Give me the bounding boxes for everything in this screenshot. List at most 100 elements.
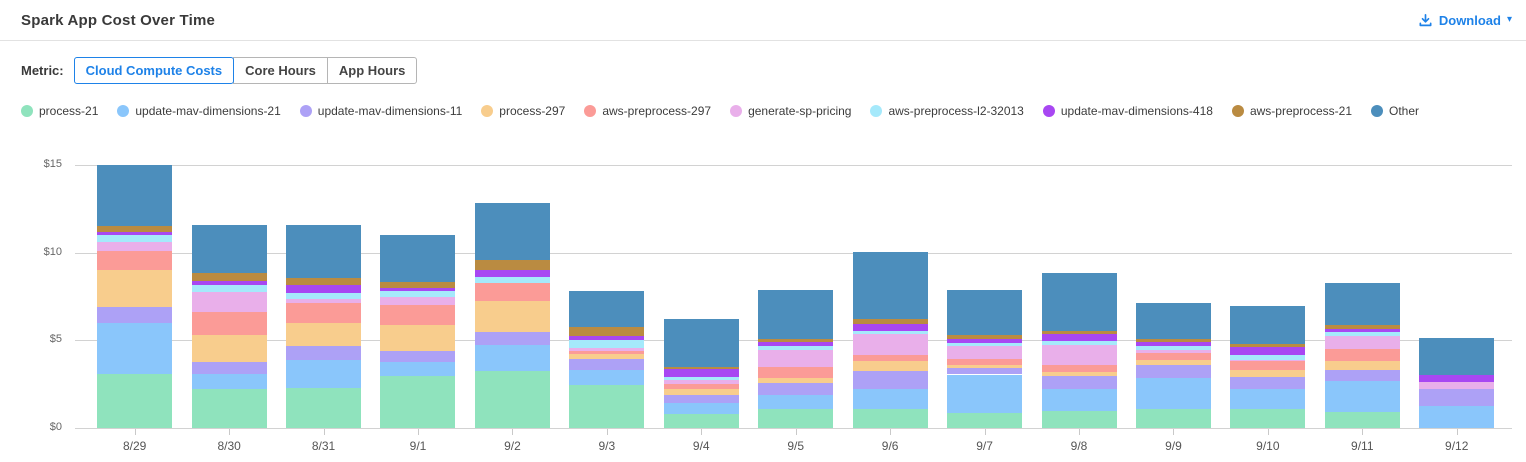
bar-segment-9-2-process-297[interactable] <box>474 300 550 333</box>
download-button[interactable]: Download ▾ <box>1418 13 1512 28</box>
bar-segment-9-9-process-21[interactable] <box>1135 408 1211 428</box>
bar-segment-9-1-update-mav-dimensions-418[interactable] <box>380 287 456 292</box>
legend-item-other[interactable]: Other <box>1371 104 1419 118</box>
bar-segment-9-8-other[interactable] <box>1041 272 1117 331</box>
bar-segment-9-6-process-21[interactable] <box>852 408 928 428</box>
bar-segment-8-30-update-mav-dimensions-11[interactable] <box>191 362 267 374</box>
bar-segment-9-8-update-mav-dimensions-21[interactable] <box>1041 389 1117 412</box>
bar-segment-9-4-other[interactable] <box>663 319 739 367</box>
bar-segment-9-10-process-297[interactable] <box>1230 370 1306 378</box>
bar-segment-9-5-aws-preprocess-l2-32013[interactable] <box>758 345 834 350</box>
bar-segment-9-11-update-mav-dimensions-11[interactable] <box>1324 370 1400 381</box>
bar-segment-9-7-generate-sp-pricing[interactable] <box>947 345 1023 359</box>
bar-segment-9-9-update-mav-dimensions-11[interactable] <box>1135 364 1211 378</box>
bar-segment-8-31-update-mav-dimensions-21[interactable] <box>286 359 362 388</box>
bar-segment-9-7-process-297[interactable] <box>947 364 1023 369</box>
bar-segment-9-4-update-mav-dimensions-11[interactable] <box>663 394 739 403</box>
bar-segment-9-5-other[interactable] <box>758 290 834 339</box>
legend-item-aws-preprocess-297[interactable]: aws-preprocess-297 <box>584 104 711 118</box>
bar-segment-9-5-aws-preprocess-297[interactable] <box>758 367 834 378</box>
bar-segment-8-31-other[interactable] <box>286 225 362 279</box>
bar-segment-9-8-aws-preprocess-297[interactable] <box>1041 364 1117 372</box>
bar-segment-9-10-generate-sp-pricing[interactable] <box>1230 359 1306 362</box>
bar-segment-9-9-other[interactable] <box>1135 303 1211 339</box>
bar-segment-8-31-aws-preprocess-297[interactable] <box>286 303 362 323</box>
bar-segment-9-3-update-mav-dimensions-418[interactable] <box>569 335 645 341</box>
bar-segment-9-9-aws-preprocess-297[interactable] <box>1135 353 1211 361</box>
bar-segment-9-9-generate-sp-pricing[interactable] <box>1135 349 1211 354</box>
bar-segment-8-30-aws-preprocess-l2-32013[interactable] <box>191 285 267 293</box>
bar-segment-9-4-aws-preprocess-l2-32013[interactable] <box>663 377 739 380</box>
bar-segment-9-3-aws-preprocess-297[interactable] <box>569 350 645 355</box>
bar-segment-9-8-aws-preprocess-l2-32013[interactable] <box>1041 341 1117 345</box>
metric-tab-cloud-compute-costs[interactable]: Cloud Compute Costs <box>73 57 235 84</box>
metric-tab-app-hours[interactable]: App Hours <box>326 57 418 84</box>
bar-segment-8-30-other[interactable] <box>191 225 267 273</box>
bar-segment-9-3-process-297[interactable] <box>569 354 645 359</box>
bar-segment-9-1-aws-preprocess-l2-32013[interactable] <box>380 291 456 298</box>
bar-segment-9-12-update-mav-dimensions-418[interactable] <box>1419 375 1495 383</box>
bar-segment-8-29-update-mav-dimensions-21[interactable] <box>97 322 173 374</box>
bar-segment-8-29-process-21[interactable] <box>97 373 173 428</box>
bar-segment-9-4-update-mav-dimensions-418[interactable] <box>663 369 739 378</box>
bar-segment-9-5-process-297[interactable] <box>758 378 834 384</box>
bar-segment-9-2-update-mav-dimensions-21[interactable] <box>474 344 550 371</box>
bar-segment-9-8-aws-preprocess-21[interactable] <box>1041 330 1117 335</box>
bar-segment-9-7-process-21[interactable] <box>947 413 1023 428</box>
bar-segment-9-2-process-21[interactable] <box>474 370 550 428</box>
bar-segment-9-10-aws-preprocess-l2-32013[interactable] <box>1230 355 1306 360</box>
bar-segment-9-3-other[interactable] <box>569 291 645 328</box>
bar-segment-9-6-process-297[interactable] <box>852 361 928 371</box>
bar-segment-9-11-update-mav-dimensions-418[interactable] <box>1324 328 1400 333</box>
bar-segment-9-9-update-mav-dimensions-418[interactable] <box>1135 342 1211 347</box>
bar-segment-9-4-process-297[interactable] <box>663 389 739 395</box>
bar-segment-9-11-process-21[interactable] <box>1324 412 1400 428</box>
bar-segment-9-4-process-21[interactable] <box>663 413 739 428</box>
bar-segment-9-11-process-297[interactable] <box>1324 361 1400 371</box>
bar-segment-8-29-aws-preprocess-297[interactable] <box>97 250 173 271</box>
bar-segment-9-3-generate-sp-pricing[interactable] <box>569 348 645 351</box>
bar-segment-9-5-generate-sp-pricing[interactable] <box>758 349 834 368</box>
legend-item-aws-preprocess-21[interactable]: aws-preprocess-21 <box>1231 104 1352 118</box>
bar-segment-9-7-aws-preprocess-21[interactable] <box>947 335 1023 340</box>
bar-segment-9-9-process-297[interactable] <box>1135 360 1211 365</box>
bar-segment-8-30-generate-sp-pricing[interactable] <box>191 292 267 313</box>
bar-segment-9-8-process-21[interactable] <box>1041 411 1117 428</box>
bar-segment-9-1-process-21[interactable] <box>380 376 456 428</box>
bar-segment-9-4-aws-preprocess-21[interactable] <box>663 366 739 370</box>
bar-segment-9-10-update-mav-dimensions-11[interactable] <box>1230 377 1306 389</box>
bar-segment-9-1-aws-preprocess-297[interactable] <box>380 305 456 325</box>
bar-segment-9-3-process-21[interactable] <box>569 385 645 428</box>
bar-segment-8-30-update-mav-dimensions-418[interactable] <box>191 280 267 286</box>
bar-segment-8-29-other[interactable] <box>97 164 173 227</box>
bar-segment-9-12-other[interactable] <box>1419 337 1495 376</box>
bar-segment-9-5-update-mav-dimensions-21[interactable] <box>758 394 834 409</box>
bar-segment-8-31-aws-preprocess-l2-32013[interactable] <box>286 292 362 300</box>
legend-item-update-mav-dimensions-11[interactable]: update-mav-dimensions-11 <box>299 104 462 118</box>
bar-segment-8-29-generate-sp-pricing[interactable] <box>97 242 173 251</box>
bar-segment-9-3-update-mav-dimensions-11[interactable] <box>569 358 645 371</box>
bar-segment-9-6-update-mav-dimensions-418[interactable] <box>852 323 928 331</box>
bar-segment-9-9-aws-preprocess-l2-32013[interactable] <box>1135 346 1211 350</box>
bar-segment-8-31-generate-sp-pricing[interactable] <box>286 299 362 304</box>
bar-segment-9-7-update-mav-dimensions-21[interactable] <box>947 374 1023 414</box>
bar-segment-8-30-update-mav-dimensions-21[interactable] <box>191 373 267 389</box>
bar-segment-9-5-update-mav-dimensions-418[interactable] <box>758 342 834 346</box>
legend-item-update-mav-dimensions-21[interactable]: update-mav-dimensions-21 <box>117 104 281 118</box>
bar-segment-9-7-aws-preprocess-l2-32013[interactable] <box>947 342 1023 346</box>
bar-segment-8-30-process-21[interactable] <box>191 388 267 428</box>
bar-segment-9-1-update-mav-dimensions-11[interactable] <box>380 350 456 363</box>
legend-item-generate-sp-pricing[interactable]: generate-sp-pricing <box>730 104 851 118</box>
bar-segment-9-7-update-mav-dimensions-11[interactable] <box>947 368 1023 375</box>
bar-segment-9-3-aws-preprocess-l2-32013[interactable] <box>569 340 645 349</box>
bar-segment-9-2-aws-preprocess-l2-32013[interactable] <box>474 277 550 284</box>
legend-item-update-mav-dimensions-418[interactable]: update-mav-dimensions-418 <box>1042 104 1213 118</box>
bar-segment-9-8-generate-sp-pricing[interactable] <box>1041 344 1117 365</box>
bar-segment-9-6-other[interactable] <box>852 251 928 320</box>
bar-segment-9-2-update-mav-dimensions-418[interactable] <box>474 270 550 278</box>
bar-segment-9-12-generate-sp-pricing[interactable] <box>1419 382 1495 390</box>
bar-segment-8-31-aws-preprocess-21[interactable] <box>286 278 362 286</box>
bar-segment-9-12-update-mav-dimensions-21[interactable] <box>1419 406 1495 428</box>
bar-segment-9-11-aws-preprocess-297[interactable] <box>1324 349 1400 362</box>
bar-segment-9-2-aws-preprocess-21[interactable] <box>474 260 550 271</box>
